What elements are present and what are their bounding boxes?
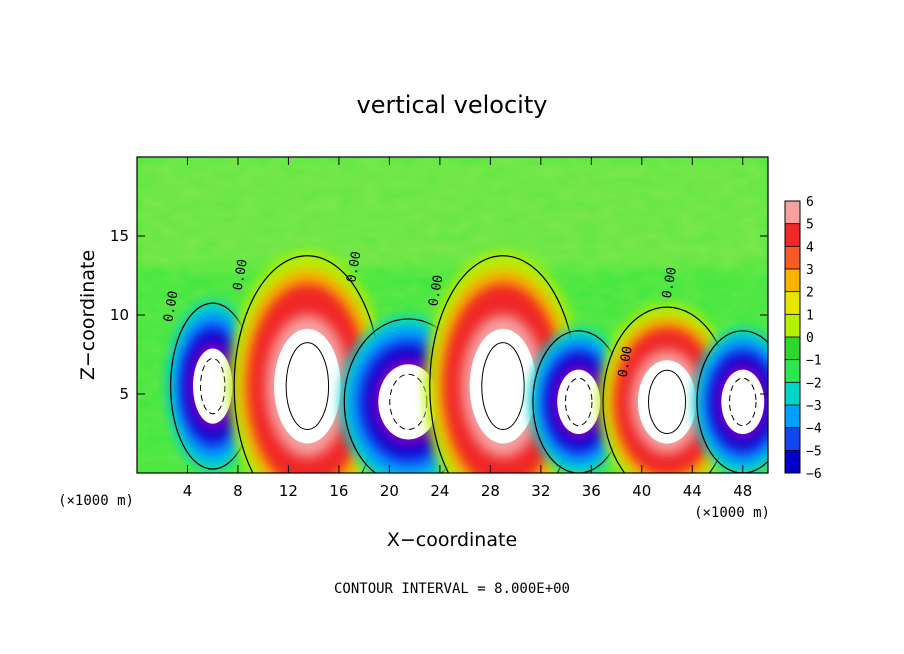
colorbar-swatch — [785, 269, 800, 292]
colorbar-label: −1 — [806, 354, 822, 369]
zero-contour-label: 0.00 — [231, 258, 251, 291]
x-tick-label: 12 — [279, 482, 298, 500]
x-tick-label: 48 — [733, 482, 752, 500]
zero-contour-label: 0.00 — [161, 290, 181, 323]
cell-contour — [285, 342, 330, 431]
colorbar-label: 0 — [806, 331, 814, 346]
x-axis-label: X−coordinate — [387, 529, 517, 551]
y-tick-label: 10 — [110, 306, 129, 324]
cell-band — [192, 348, 233, 424]
colorbar-swatch — [785, 382, 800, 405]
cell-band — [378, 364, 439, 440]
cell-contour — [481, 342, 525, 431]
cell-band — [469, 328, 537, 444]
chart-title: vertical velocity — [357, 91, 548, 119]
cell-contour — [200, 357, 226, 415]
velocity-cell-negative-7 — [693, 328, 768, 473]
colorbar-label: 3 — [806, 263, 814, 278]
colorbar-swatch — [785, 314, 800, 337]
x-tick-label: 4 — [183, 482, 193, 500]
colorbar-swatch — [785, 223, 800, 247]
zero-contour-label: 0.00 — [426, 274, 446, 307]
colorbar: 6 5 4 3 2 1 0 −1 −2 −3 −4 −5 −6 — [784, 195, 822, 482]
x-tick-label: 44 — [683, 482, 702, 500]
colorbar-label: −2 — [806, 376, 822, 391]
x-tick-label: 40 — [632, 482, 651, 500]
velocity-cell-positive-6 — [598, 303, 736, 473]
colorbar-swatch — [785, 359, 800, 383]
y-tick-label: 5 — [119, 385, 129, 403]
colorbar-label: −3 — [806, 399, 822, 414]
cell-contour — [647, 369, 687, 434]
x-tick-label: 28 — [481, 482, 500, 500]
colorbar-swatch — [785, 405, 800, 428]
zero-contour-label: 0.00 — [616, 345, 636, 378]
x-tick-label: 20 — [380, 482, 399, 500]
y-axis-label: Z−coordinate — [77, 250, 99, 380]
cell-band — [557, 369, 601, 435]
colorbar-swatch — [785, 427, 800, 451]
x-tick-label: 32 — [531, 482, 550, 500]
colorbar-label: 6 — [806, 195, 814, 210]
zero-contour-label: 0.00 — [344, 250, 364, 283]
y-tick-label: 15 — [110, 227, 129, 245]
colorbar-label: 2 — [806, 286, 814, 301]
colorbar-label: 5 — [806, 218, 814, 233]
cell-band — [721, 369, 765, 435]
x-unit-label-right: (×1000 m) — [694, 505, 770, 521]
colorbar-label: −6 — [806, 467, 822, 482]
contour-interval-note: CONTOUR INTERVAL = 8.000E+00 — [334, 581, 570, 597]
plot-area: 0.00 0.00 0.00 0.00 0.00 0.00 — [137, 157, 768, 473]
colorbar-swatch — [785, 201, 800, 224]
zero-contour-label: 0.00 — [660, 266, 680, 299]
colorbar-label: 4 — [806, 240, 814, 255]
colorbar-label: 1 — [806, 308, 814, 323]
colorbar-swatch — [785, 337, 800, 360]
x-tick-label: 16 — [329, 482, 348, 500]
colorbar-swatch — [785, 246, 800, 269]
cell-contour — [729, 377, 757, 427]
colorbar-label: −4 — [806, 422, 822, 437]
x-tick-label: 24 — [430, 482, 449, 500]
colorbar-swatch — [785, 291, 800, 315]
x-tick-label: 8 — [233, 482, 243, 500]
colorbar-label: −5 — [806, 444, 822, 459]
cell-band — [637, 360, 697, 444]
cell-contour — [564, 377, 593, 427]
colorbar-swatch — [785, 450, 800, 473]
x-tick-label: 36 — [582, 482, 601, 500]
cell-band — [274, 328, 341, 444]
x-unit-label-left: (×1000 m) — [58, 493, 134, 509]
